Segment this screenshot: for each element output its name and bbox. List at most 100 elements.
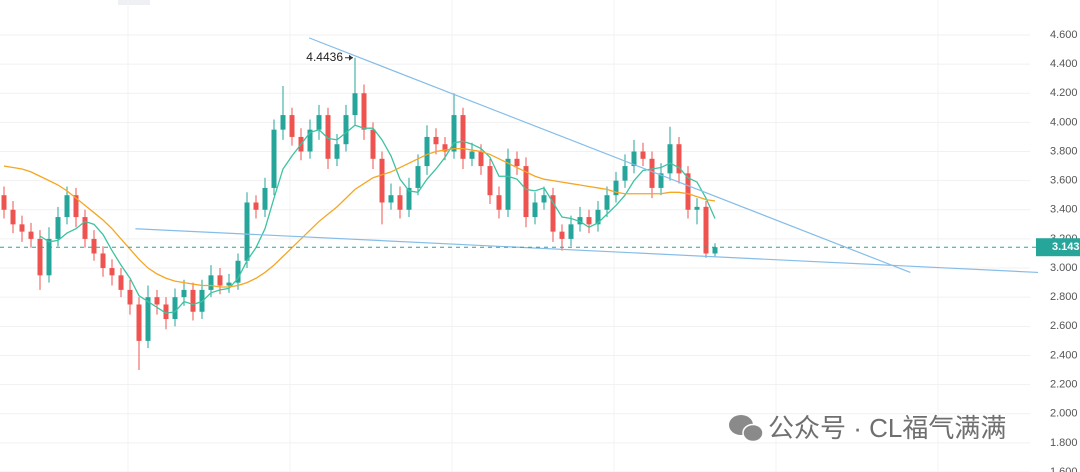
candle-body (127, 289, 133, 305)
candle-body (469, 151, 475, 159)
last-price-label: 3.143 (1052, 241, 1080, 253)
candle-body (577, 217, 583, 225)
y-tick-label: 2.800 (1050, 291, 1078, 303)
candle-body (235, 260, 241, 283)
candle-body (253, 202, 259, 210)
y-tick-label: 4.600 (1050, 29, 1078, 41)
candle-body (10, 209, 16, 225)
y-tick-label: 1.600 (1050, 466, 1078, 472)
candle-body (451, 115, 457, 152)
candle-body (334, 144, 340, 159)
moving-average-line (3, 147, 716, 288)
y-tick-label: 2.200 (1050, 378, 1078, 390)
y-tick-label: 2.400 (1050, 349, 1078, 361)
candle-body (712, 247, 718, 254)
candle-body (559, 231, 565, 239)
candle-body (91, 238, 97, 254)
candle-body (514, 158, 520, 167)
candle-body (208, 275, 214, 290)
y-tick-label: 3.400 (1050, 204, 1078, 216)
candle-body (325, 115, 331, 159)
candle-body (217, 275, 223, 286)
candle-body (172, 297, 178, 320)
candle-body (532, 202, 538, 218)
trend-line (308, 37, 911, 273)
y-tick-label: 3.800 (1050, 145, 1078, 157)
y-tick-label: 1.800 (1050, 437, 1078, 449)
watermark: 公众号 · CL福气满满 (768, 413, 1006, 443)
candle-body (109, 268, 115, 276)
candle-body (415, 166, 421, 188)
candle-body (73, 195, 79, 218)
candle-body (685, 173, 691, 210)
y-tick-label: 2.600 (1050, 320, 1078, 332)
candle-body (379, 158, 385, 203)
candle-body (649, 158, 655, 188)
candle-body (586, 217, 592, 225)
candle-body (388, 195, 394, 203)
wechat-icon (729, 415, 764, 443)
candle-body (595, 209, 601, 225)
candle-body (1, 195, 7, 210)
candle-body (505, 158, 511, 210)
candle-body (145, 297, 151, 341)
candle-body (397, 195, 403, 210)
candle-body (631, 151, 637, 167)
trend-line (135, 228, 1039, 274)
candle-body (163, 304, 169, 320)
candle-body (244, 202, 250, 261)
candle-body (541, 195, 547, 203)
candle-body (190, 289, 196, 312)
candle-body (28, 231, 34, 239)
y-tick-label: 4.200 (1050, 87, 1078, 99)
candle-body (460, 115, 466, 159)
y-tick-label: 4.400 (1050, 58, 1078, 70)
candle-body (100, 253, 106, 269)
icon-bubble (742, 423, 764, 443)
candle-body (307, 129, 313, 152)
candle-body (46, 238, 52, 276)
marks (1, 57, 718, 371)
candle-body (604, 195, 610, 210)
candle-body (343, 115, 349, 145)
candle-body (424, 136, 430, 167)
candle-body (352, 93, 358, 116)
moving-average-line (39, 124, 716, 314)
candle-body (433, 136, 439, 145)
candle-body (262, 187, 268, 210)
candle-body (154, 297, 160, 305)
candle-body (703, 206, 709, 254)
y-tick-label: 2.000 (1050, 408, 1078, 420)
candle-body (694, 206, 700, 210)
candle-body (19, 224, 25, 232)
max-pointer-head (349, 54, 353, 61)
tab-marker (118, 0, 150, 5)
candle-body (82, 217, 88, 239)
candle-body (613, 180, 619, 196)
candle-body (136, 304, 142, 341)
max-label: 4.4436 (306, 50, 343, 64)
candle-body (478, 151, 484, 167)
y-tick-label: 3.600 (1050, 175, 1078, 187)
candle-body (370, 129, 376, 159)
y-tick-label: 3.000 (1050, 262, 1078, 274)
candle-body (280, 115, 286, 130)
candle-body (316, 115, 322, 130)
candle-body (271, 129, 277, 188)
vertical-grid (127, 0, 939, 472)
candle-body (622, 166, 628, 181)
watermark-group: 公众号 · CL福气满满 (729, 413, 1006, 443)
candle-body (361, 93, 367, 130)
candle-body (568, 224, 574, 239)
candle-body (640, 151, 646, 159)
candle-body (55, 217, 61, 239)
candle-body (523, 166, 529, 218)
candle-body (226, 282, 232, 286)
candle-body (658, 173, 664, 188)
candle-body (181, 289, 187, 298)
candle-body (118, 275, 124, 290)
candle-body (37, 238, 43, 276)
last-price-box (1036, 238, 1080, 257)
